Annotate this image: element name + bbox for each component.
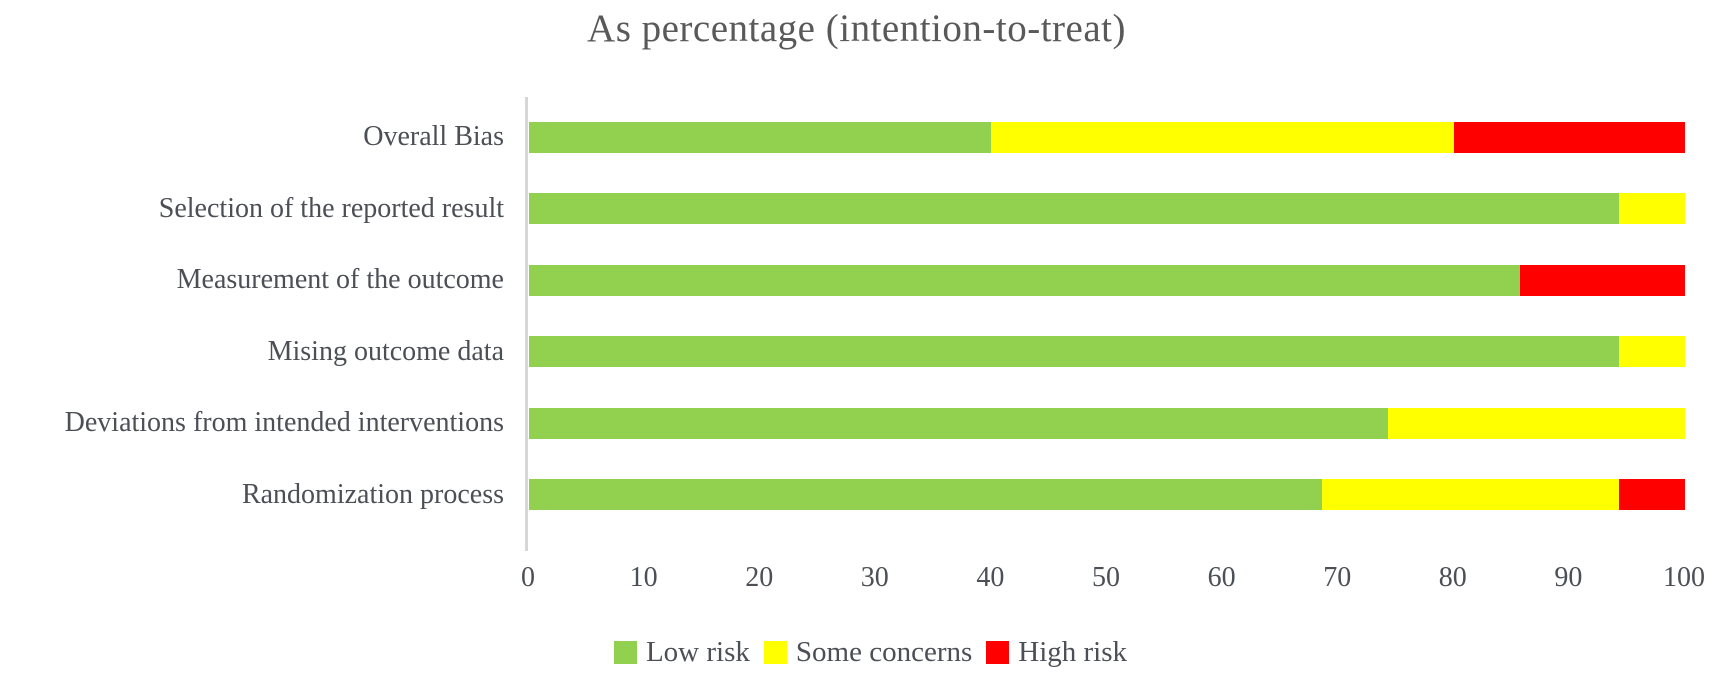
bar-segment-some-concerns [991, 121, 1454, 153]
bar-segment-low-risk [529, 407, 1388, 439]
category-label: Measurement of the outcome [176, 264, 504, 295]
bar-segment-some-concerns [1322, 479, 1620, 510]
bar-row [529, 264, 1685, 296]
y-axis-line [525, 97, 528, 551]
bar-segment-high-risk [1453, 121, 1685, 153]
bar-segment-high-risk [1519, 264, 1685, 296]
bar-segment-high-risk [1619, 479, 1685, 510]
x-tick-label: 60 [1207, 562, 1236, 593]
category-label: Randomization process [241, 478, 504, 510]
bar-segment-low-risk [529, 121, 992, 153]
legend-item-low-risk: Low risk [613, 636, 750, 669]
x-tick-label: 0 [521, 562, 535, 593]
x-tick-label: 90 [1554, 562, 1583, 593]
x-tick-label: 70 [1323, 562, 1352, 593]
bar-segment-some-concerns [1619, 193, 1685, 224]
chart-title: As percentage (intention-to-treat) [587, 7, 1126, 50]
category-label: Mising outcome data [267, 335, 504, 367]
legend-swatch-low-risk [613, 641, 637, 664]
category-label: Overall Bias [363, 121, 504, 152]
bar-segment-some-concerns [1387, 407, 1685, 439]
x-tick-label: 40 [976, 562, 1005, 593]
legend-label: High risk [1018, 636, 1128, 668]
legend-label: Low risk [645, 636, 750, 668]
legend-swatch-some-concerns [763, 641, 787, 664]
legend-item-high-risk: High risk [986, 636, 1127, 669]
bar-segment-low-risk [529, 264, 1520, 296]
bar-segment-low-risk [529, 193, 1620, 224]
bar-row [529, 407, 1685, 439]
bar-row [529, 193, 1685, 224]
bar-row [529, 336, 1685, 367]
legend-item-some-concerns: Some concerns [763, 636, 973, 669]
category-labels: Overall Bias Selection of the reported re… [0, 97, 514, 551]
x-tick-label: 20 [745, 562, 774, 593]
x-tick-label: 80 [1438, 562, 1467, 593]
x-tick-label: 100 [1663, 562, 1705, 593]
bar-segment-low-risk [529, 479, 1323, 510]
plot-area [525, 97, 1685, 551]
bar-segment-low-risk [529, 336, 1620, 367]
legend: Low risk Some concerns High risk [14, 636, 1713, 669]
x-axis: 0 10 20 30 40 50 60 70 80 90 100 [521, 562, 1705, 598]
legend-label: Some concerns [795, 636, 973, 668]
x-tick-label: 30 [860, 562, 889, 593]
x-tick-label: 50 [1092, 562, 1120, 593]
bar-row [529, 121, 1685, 153]
legend-swatch-high-risk [986, 641, 1010, 664]
bar-row [529, 479, 1685, 510]
x-tick-label: 10 [629, 562, 658, 593]
bar-segment-some-concerns [1619, 336, 1685, 367]
category-label: Selection of the reported result [158, 192, 504, 224]
category-label: Deviations from intended interventions [64, 407, 504, 438]
